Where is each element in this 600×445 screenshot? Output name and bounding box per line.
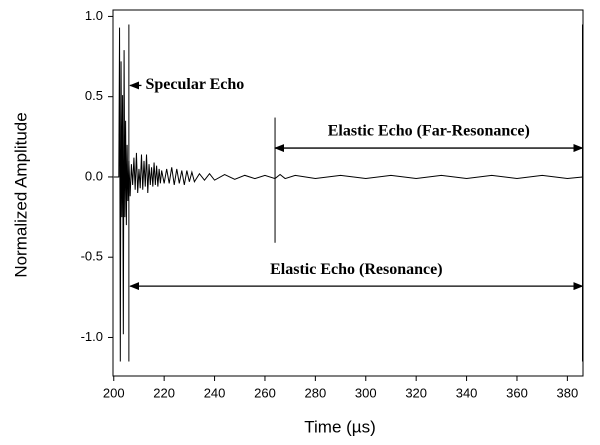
x-tick-label: 240 <box>204 385 226 400</box>
x-tick-label: 340 <box>456 385 478 400</box>
y-tick-label: -1.0 <box>81 329 103 344</box>
x-tick-label: 300 <box>355 385 377 400</box>
waveform <box>113 27 583 362</box>
x-axis-title: Time (µs) <box>304 417 376 436</box>
plot-frame <box>112 9 584 377</box>
x-tick-label: 360 <box>506 385 528 400</box>
y-tick-label: 1.0 <box>85 8 103 23</box>
annotation-label: Elastic Echo (Far-Resonance) <box>328 123 530 140</box>
x-tick-label: 280 <box>305 385 327 400</box>
y-tick-label: 0.0 <box>85 168 103 183</box>
x-tick-label: 220 <box>153 385 175 400</box>
y-tick-label: -0.5 <box>81 249 103 264</box>
x-tick-label: 320 <box>405 385 427 400</box>
annotation-label: Elastic Echo (Resonance) <box>270 261 442 278</box>
x-tick-label: 380 <box>557 385 579 400</box>
annotation-label: Specular Echo <box>145 76 244 93</box>
y-axis-title: Normalized Amplitude <box>11 112 30 277</box>
x-tick-label: 200 <box>103 385 125 400</box>
x-tick-label: 260 <box>254 385 276 400</box>
y-tick-label: 0.5 <box>85 88 103 103</box>
